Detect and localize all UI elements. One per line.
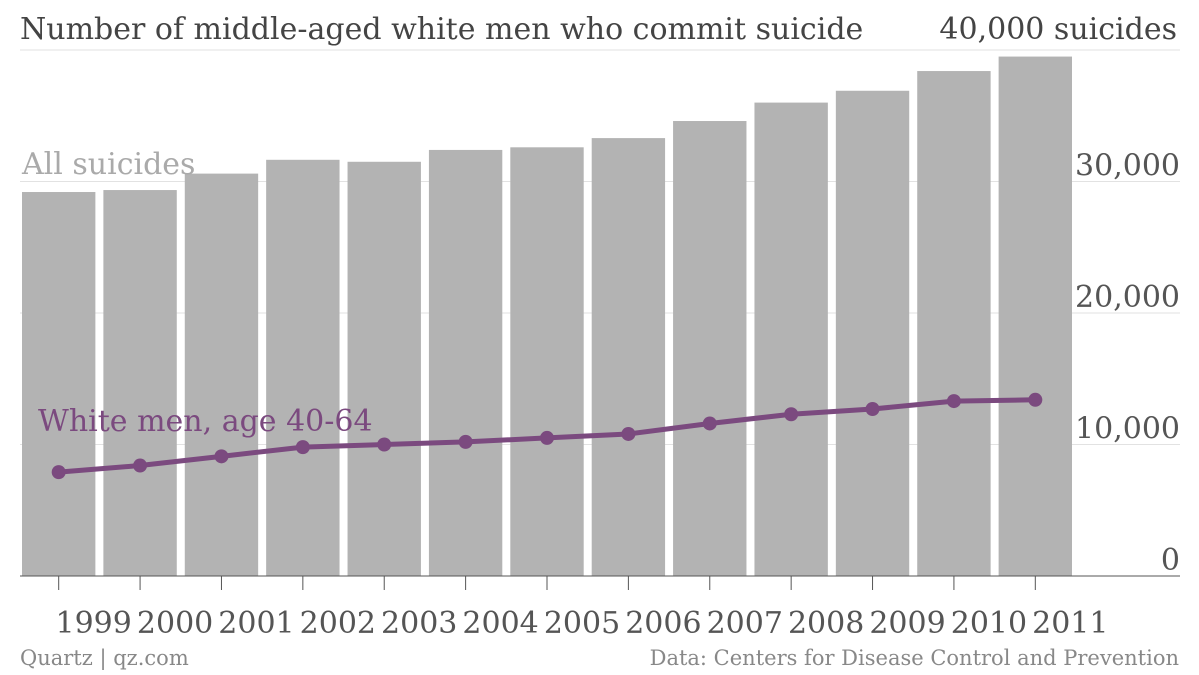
point-1999 <box>51 465 66 480</box>
point-2010 <box>946 394 961 409</box>
x-tick-label-2004: 2004 <box>462 606 538 641</box>
bar-2005 <box>510 147 584 576</box>
point-2011 <box>1028 392 1043 407</box>
point-2003 <box>377 437 392 452</box>
x-tick-label-2008: 2008 <box>788 606 864 641</box>
series-label-all-suicides: All suicides <box>21 147 195 182</box>
series-label-white-men: White men, age 40-64 <box>38 404 373 439</box>
point-2009 <box>865 401 880 416</box>
x-tick-label-2009: 2009 <box>869 606 945 641</box>
x-tick-label-2003: 2003 <box>381 606 457 641</box>
x-tick-label-2002: 2002 <box>300 606 376 641</box>
x-tick-label-2010: 2010 <box>951 606 1027 641</box>
bar-2010 <box>917 71 991 576</box>
bar-2003 <box>347 161 421 576</box>
bar-2006 <box>591 138 666 577</box>
bar-2007 <box>673 121 747 576</box>
y-tick-label-40000: 40,000 suicides <box>939 12 1177 47</box>
bar-2011 <box>998 56 1072 576</box>
point-2002 <box>295 440 310 455</box>
point-2006 <box>621 426 636 441</box>
y-tick-label-10000: 10,000 <box>1075 412 1180 447</box>
credit-text: Quartz | qz.com <box>20 646 189 670</box>
x-tick-label-1999: 1999 <box>56 606 132 641</box>
x-tick-label-2011: 2011 <box>1032 606 1108 641</box>
x-tick-label-2005: 2005 <box>544 606 620 641</box>
point-2004 <box>458 434 473 449</box>
chart-title: Number of middle-aged white men who comm… <box>20 12 864 47</box>
x-tick-label-2006: 2006 <box>625 606 701 641</box>
point-2008 <box>784 407 799 422</box>
source-text: Data: Centers for Disease Control and Pr… <box>649 646 1179 670</box>
y-tick-label-0: 0 <box>1161 543 1180 578</box>
bar-2008 <box>754 102 828 576</box>
y-tick-label-20000: 20,000 <box>1075 280 1180 315</box>
bar-2001 <box>184 173 259 577</box>
point-2000 <box>133 458 148 473</box>
bar-1999 <box>22 192 96 576</box>
x-tick-label-2000: 2000 <box>137 606 213 641</box>
bar-2000 <box>103 190 177 577</box>
bar-2009 <box>835 90 910 576</box>
x-tick-label-2001: 2001 <box>218 606 294 641</box>
bar-2002 <box>266 159 340 577</box>
bar-2004 <box>428 149 503 576</box>
point-2005 <box>540 430 554 445</box>
x-tick-label-2007: 2007 <box>707 606 783 641</box>
point-2001 <box>214 449 229 464</box>
y-tick-label-30000: 30,000 <box>1075 149 1180 184</box>
point-2007 <box>702 416 717 431</box>
